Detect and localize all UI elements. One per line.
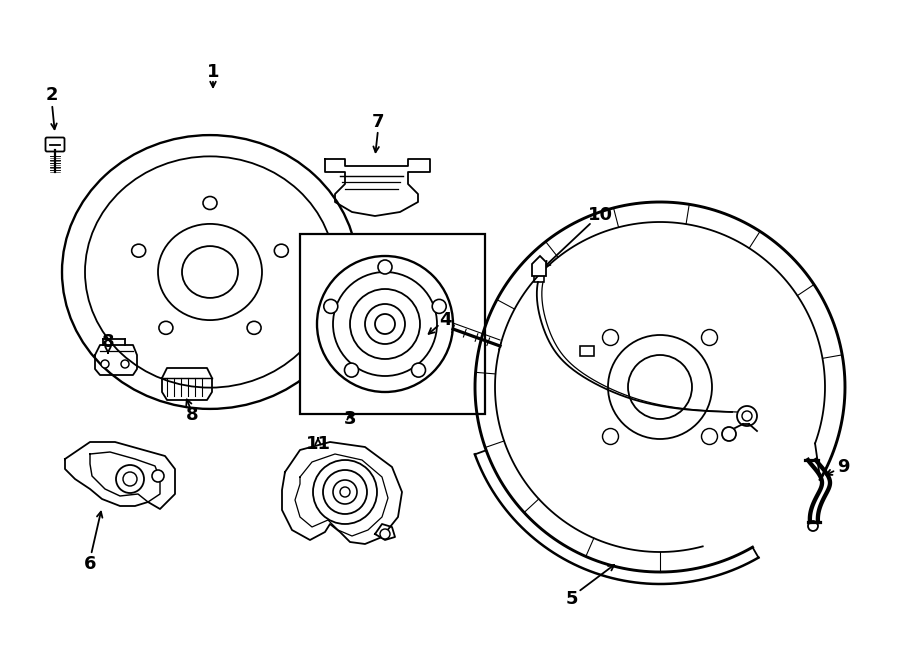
Text: 3: 3 xyxy=(344,410,356,428)
Circle shape xyxy=(602,428,618,444)
Circle shape xyxy=(101,360,109,368)
FancyBboxPatch shape xyxy=(46,138,65,152)
Text: 9: 9 xyxy=(837,458,850,476)
Text: 8: 8 xyxy=(185,406,198,424)
Circle shape xyxy=(608,335,712,439)
Text: 4: 4 xyxy=(439,311,451,329)
Circle shape xyxy=(380,529,390,539)
Circle shape xyxy=(345,363,358,377)
Circle shape xyxy=(808,521,818,531)
Circle shape xyxy=(701,330,717,346)
Circle shape xyxy=(378,260,392,274)
Text: 10: 10 xyxy=(588,206,613,224)
Circle shape xyxy=(375,314,395,334)
Circle shape xyxy=(411,363,426,377)
Text: 2: 2 xyxy=(46,86,58,104)
Circle shape xyxy=(340,487,350,497)
Circle shape xyxy=(323,470,367,514)
Circle shape xyxy=(737,406,757,426)
Text: 1: 1 xyxy=(207,63,220,81)
Circle shape xyxy=(313,460,377,524)
Circle shape xyxy=(432,299,446,313)
Bar xyxy=(300,234,485,414)
Text: 8: 8 xyxy=(102,333,114,351)
Circle shape xyxy=(121,360,129,368)
Circle shape xyxy=(628,355,692,419)
Circle shape xyxy=(722,427,736,441)
Circle shape xyxy=(152,470,164,482)
Circle shape xyxy=(350,289,420,359)
Text: 7: 7 xyxy=(372,113,384,131)
Circle shape xyxy=(365,304,405,344)
Circle shape xyxy=(602,330,618,346)
Circle shape xyxy=(333,272,437,376)
Text: 5: 5 xyxy=(566,590,578,608)
Circle shape xyxy=(701,428,717,444)
Text: 6: 6 xyxy=(84,555,96,573)
Circle shape xyxy=(333,480,357,504)
Text: 11: 11 xyxy=(305,435,330,453)
Circle shape xyxy=(317,256,453,392)
Circle shape xyxy=(324,299,338,313)
Circle shape xyxy=(116,465,144,493)
Bar xyxy=(580,346,594,356)
Bar xyxy=(534,274,544,282)
Polygon shape xyxy=(532,256,546,276)
